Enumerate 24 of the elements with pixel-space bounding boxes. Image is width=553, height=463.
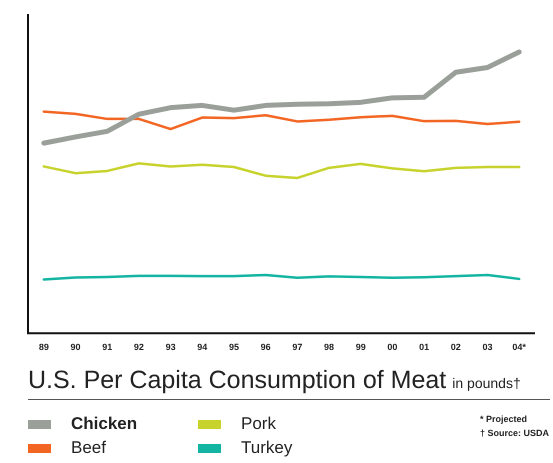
- x-tick-label: 94: [197, 342, 208, 352]
- x-tick-label: 96: [260, 342, 271, 352]
- legend-label: Beef: [71, 438, 106, 458]
- legend-label: Chicken: [71, 414, 138, 434]
- x-tick-label: 03: [482, 342, 492, 352]
- x-tick-label: 92: [134, 342, 144, 352]
- x-tick-label: 90: [70, 342, 81, 352]
- x-tick-label: 95: [228, 342, 239, 352]
- x-tick-label: 04*: [512, 342, 526, 352]
- x-tick-label: 89: [38, 342, 49, 352]
- x-tick-label: 01: [419, 342, 430, 352]
- legend-label: Pork: [241, 414, 276, 434]
- x-tick-label: 00: [387, 342, 398, 352]
- x-tick-label: 99: [356, 342, 366, 352]
- legend-label: Turkey: [241, 438, 292, 458]
- x-tick-label: 93: [166, 342, 176, 352]
- text: U.S. Per Capita Consumption of Meat: [28, 366, 446, 394]
- x-tick-label: 91: [102, 342, 112, 352]
- text: † Source: USDA: [480, 427, 549, 440]
- text: * Projected: [480, 413, 528, 426]
- x-tick-label: 97: [292, 342, 302, 352]
- x-tick-label: 98: [324, 342, 334, 352]
- x-tick-label: 02: [450, 342, 461, 352]
- text: in pounds†: [452, 375, 521, 391]
